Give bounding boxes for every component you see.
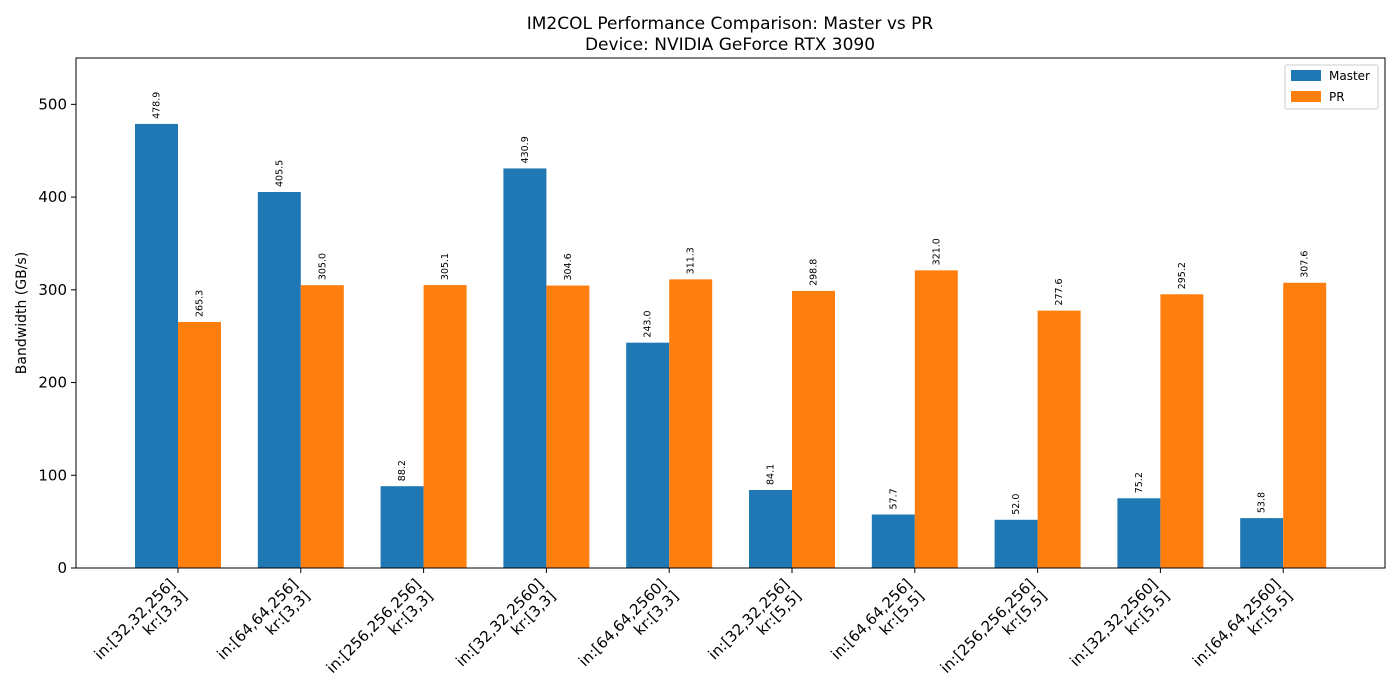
bar-pr-8 — [1160, 294, 1204, 568]
bar-pr-3 — [546, 285, 590, 568]
legend-label-master: Master — [1329, 69, 1370, 83]
x-tick-label-2: in:[256,256,256]kr:[3,3] — [323, 575, 437, 689]
bar-pr-2 — [423, 285, 467, 568]
x-tick-label-8: in:[32,32,2560]kr:[5,5] — [1066, 575, 1173, 682]
bar-pr-4 — [669, 279, 713, 568]
data-label-pr-5: 298.8 — [809, 259, 820, 286]
bar-pr-5 — [792, 290, 835, 568]
y-tick-label: 300 — [38, 281, 67, 299]
data-label-master-3: 430.9 — [520, 136, 531, 163]
data-label-pr-8: 295.2 — [1177, 262, 1188, 289]
bar-pr-6 — [914, 270, 958, 568]
bar-master-6 — [871, 514, 915, 568]
x-tick-label-5: in:[32,32,256]kr:[5,5] — [705, 575, 805, 675]
bar-master-1 — [257, 191, 301, 568]
data-label-pr-9: 307.6 — [1300, 251, 1311, 278]
chart-subtitle: Device: NVIDIA GeForce RTX 3090 — [585, 35, 875, 55]
bars-group — [135, 123, 1327, 569]
data-label-master-7: 52.0 — [1011, 494, 1022, 515]
data-label-pr-7: 277.6 — [1054, 278, 1065, 305]
data-label-pr-3: 304.6 — [563, 253, 574, 280]
x-tick-label-7: in:[256,256,256]kr:[5,5] — [937, 575, 1051, 689]
bar-master-7 — [994, 519, 1038, 568]
data-label-pr-2: 305.1 — [440, 253, 451, 280]
y-axis-label: Bandwidth (GB/s) — [14, 252, 30, 374]
legend-swatch-master — [1291, 70, 1321, 81]
bar-master-0 — [135, 123, 178, 569]
data-label-master-2: 88.2 — [397, 460, 408, 481]
y-tick-label: 400 — [38, 188, 67, 206]
data-label-pr-4: 311.3 — [686, 247, 697, 274]
data-label-master-1: 405.5 — [274, 160, 285, 187]
x-tick-label-6: in:[64,64,256]kr:[5,5] — [827, 575, 927, 675]
bar-master-2 — [380, 486, 424, 568]
data-labels-group: 478.9 265.3 405.5 305.0 88.2 305.1 430.9 304.6 2… — [152, 92, 1311, 515]
data-label-master-8: 75.2 — [1134, 472, 1145, 493]
x-tick-label-3: in:[32,32,2560]kr:[3,3] — [452, 575, 559, 682]
bar-master-9 — [1240, 518, 1284, 568]
y-tick-label: 200 — [38, 374, 67, 392]
legend-label-pr: PR — [1329, 90, 1345, 104]
data-label-master-4: 243.0 — [643, 310, 654, 337]
chart-title: IM2COL Performance Comparison: Master vs… — [527, 14, 934, 34]
data-label-master-0: 478.9 — [152, 92, 163, 119]
x-tick-label-4: in:[64,64,2560]kr:[3,3] — [575, 575, 682, 682]
data-label-master-5: 84.1 — [766, 464, 777, 485]
bar-master-5 — [749, 490, 792, 568]
bar-master-3 — [503, 168, 547, 569]
bar-pr-9 — [1283, 282, 1327, 568]
x-tick-label-0: in:[32,32,256]kr:[3,3] — [91, 575, 191, 675]
bar-pr-7 — [1037, 310, 1081, 568]
bar-pr-1 — [300, 285, 344, 568]
y-tick-label: 0 — [57, 559, 67, 577]
data-label-master-9: 53.8 — [1257, 492, 1268, 513]
data-label-master-6: 57.7 — [888, 488, 899, 509]
y-tick-label: 500 — [38, 95, 67, 113]
y-tick-label: 100 — [38, 466, 67, 484]
legend-swatch-pr — [1291, 91, 1321, 102]
legend: Master PR — [1284, 64, 1379, 110]
plot-frame — [75, 57, 1386, 569]
x-axis-ticks: in:[32,32,256]kr:[3,3] in:[64,64,256]kr:[… — [91, 568, 1296, 689]
x-tick-label-1: in:[64,64,256]kr:[3,3] — [213, 575, 313, 675]
data-label-pr-0: 265.3 — [195, 290, 206, 317]
bar-master-8 — [1117, 498, 1161, 568]
y-axis-ticks: 0 100 200 300 400 500 — [38, 95, 76, 577]
x-tick-label-9: in:[64,64,2560]kr:[5,5] — [1189, 575, 1296, 682]
data-label-pr-6: 321.0 — [931, 238, 942, 265]
bar-pr-0 — [178, 321, 221, 568]
bar-master-4 — [626, 342, 670, 568]
data-label-pr-1: 305.0 — [317, 253, 328, 280]
